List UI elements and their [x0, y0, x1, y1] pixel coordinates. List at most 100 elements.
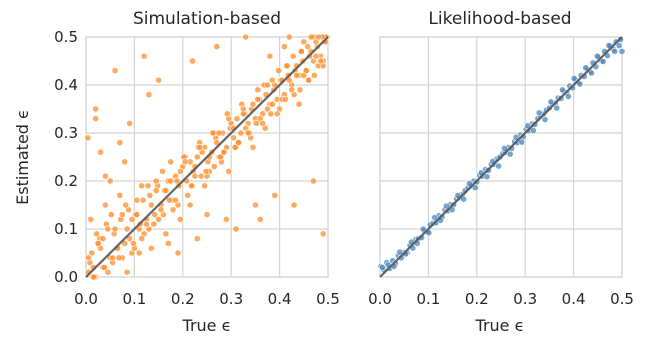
scatter-point: [135, 249, 143, 257]
scatter-point: [254, 96, 262, 103]
scatter-point: [172, 196, 179, 204]
x-tick-label: 0.3: [513, 290, 537, 308]
scatter-point: [111, 225, 119, 233]
panel-simulation-based: Simulation-based 0.0 0.1 0.2 0.3 0.4 0.5 0.00…: [13, 9, 340, 335]
scatter-point: [312, 52, 320, 60]
scatter-point: [176, 167, 184, 175]
scatter-point: [310, 177, 317, 185]
scatter-point: [314, 33, 322, 41]
scatter-point: [203, 211, 211, 218]
scatter-point: [97, 148, 104, 156]
scatter-point: [121, 158, 129, 166]
scatter-point: [576, 80, 584, 88]
x-tick-label: 0.2: [465, 290, 489, 308]
scatter-point: [570, 74, 578, 82]
scatter-point: [307, 33, 315, 41]
x-tick-labels: 0.0 0.1 0.2 0.3 0.4 0.5: [368, 290, 634, 308]
x-tick-label: 0.0: [74, 290, 98, 308]
scatter-point: [618, 48, 626, 55]
scatter-point: [512, 133, 520, 141]
scatter-point: [123, 225, 131, 233]
scatter-point: [495, 162, 502, 170]
panel-title: Simulation-based: [133, 9, 281, 29]
scatter-point: [92, 105, 100, 113]
scatter-point: [188, 182, 195, 190]
scatter-point: [155, 76, 162, 84]
scatter-point: [144, 182, 152, 190]
scatter-point: [88, 249, 96, 257]
scatter-point: [106, 177, 114, 185]
scatter-point: [181, 158, 189, 166]
identity-line: [85, 36, 329, 278]
scatter-point: [564, 93, 572, 100]
x-tick-labels: 0.0 0.1 0.2 0.3 0.4 0.5: [74, 290, 340, 308]
scatter-point: [268, 76, 276, 84]
scatter-point: [213, 43, 221, 50]
scatter-point: [541, 116, 549, 123]
plot-frame: [85, 36, 329, 278]
scatter-point: [300, 38, 308, 46]
scatter-point: [126, 120, 134, 127]
scatter-point: [102, 172, 109, 180]
scatter-point: [288, 86, 296, 94]
plot-frame: [379, 36, 623, 278]
y-tick-label: 0.5: [54, 28, 78, 46]
scatter-point: [196, 143, 204, 151]
scatter-point: [162, 187, 170, 194]
scatter-point: [210, 163, 218, 170]
scatter-point: [530, 127, 537, 135]
scatter-point: [310, 72, 318, 79]
scatter-point: [184, 191, 191, 199]
x-tick-label: 0.5: [316, 290, 340, 308]
scatter-point: [151, 211, 159, 218]
x-tick-label: 0.2: [171, 290, 195, 308]
scatter-point: [169, 206, 177, 214]
scatter-point: [559, 86, 566, 94]
scatter-point: [145, 91, 153, 98]
scatter-point: [582, 64, 590, 72]
scatter-point: [116, 139, 124, 146]
scatter-point: [93, 230, 100, 238]
scatter-point: [162, 230, 170, 238]
scatter-point: [220, 148, 228, 156]
x-tick-label: 0.4: [268, 290, 292, 308]
scatter-point: [209, 129, 217, 137]
scatter-point: [197, 172, 205, 180]
scatter-point: [92, 115, 100, 122]
x-tick-label: 0.0: [368, 290, 392, 308]
y-tick-labels: 0.0 0.1 0.2 0.3 0.4 0.5: [54, 28, 78, 286]
scatter-point: [143, 220, 150, 228]
scatter-point: [111, 67, 119, 74]
scatter-point: [231, 143, 239, 151]
scatter-point: [152, 187, 160, 194]
scatter-point: [237, 129, 245, 137]
scatter-point: [186, 201, 194, 209]
scatter-point: [155, 215, 162, 223]
scatter-point: [500, 144, 508, 152]
scatter-point: [280, 43, 288, 50]
scatter-point: [524, 122, 531, 130]
panel-title: Likelihood-based: [428, 9, 571, 29]
y-tick-label: 0.1: [54, 220, 78, 238]
y-tick-label: 0.4: [54, 76, 78, 94]
scatter-point: [378, 263, 386, 271]
scatter-point: [256, 215, 264, 223]
scatter-point: [193, 153, 201, 161]
scatter-point: [123, 268, 131, 276]
scatter-point: [295, 100, 303, 108]
scatter-point: [104, 225, 112, 233]
scatter-point: [147, 244, 155, 252]
scatter-point: [518, 138, 526, 146]
scatter-point: [283, 62, 291, 70]
scatter-point: [259, 120, 267, 127]
scatter-point: [611, 48, 619, 55]
scatter-point: [319, 230, 327, 238]
scatter-point: [118, 211, 126, 218]
scatter-point: [285, 33, 293, 41]
x-axis-label: True ϵ: [182, 316, 232, 335]
scatter-point: [588, 69, 595, 77]
scatter-point: [139, 196, 147, 204]
scatter-point: [244, 129, 252, 137]
scatter-point: [129, 239, 137, 247]
scatter-point: [152, 177, 160, 185]
